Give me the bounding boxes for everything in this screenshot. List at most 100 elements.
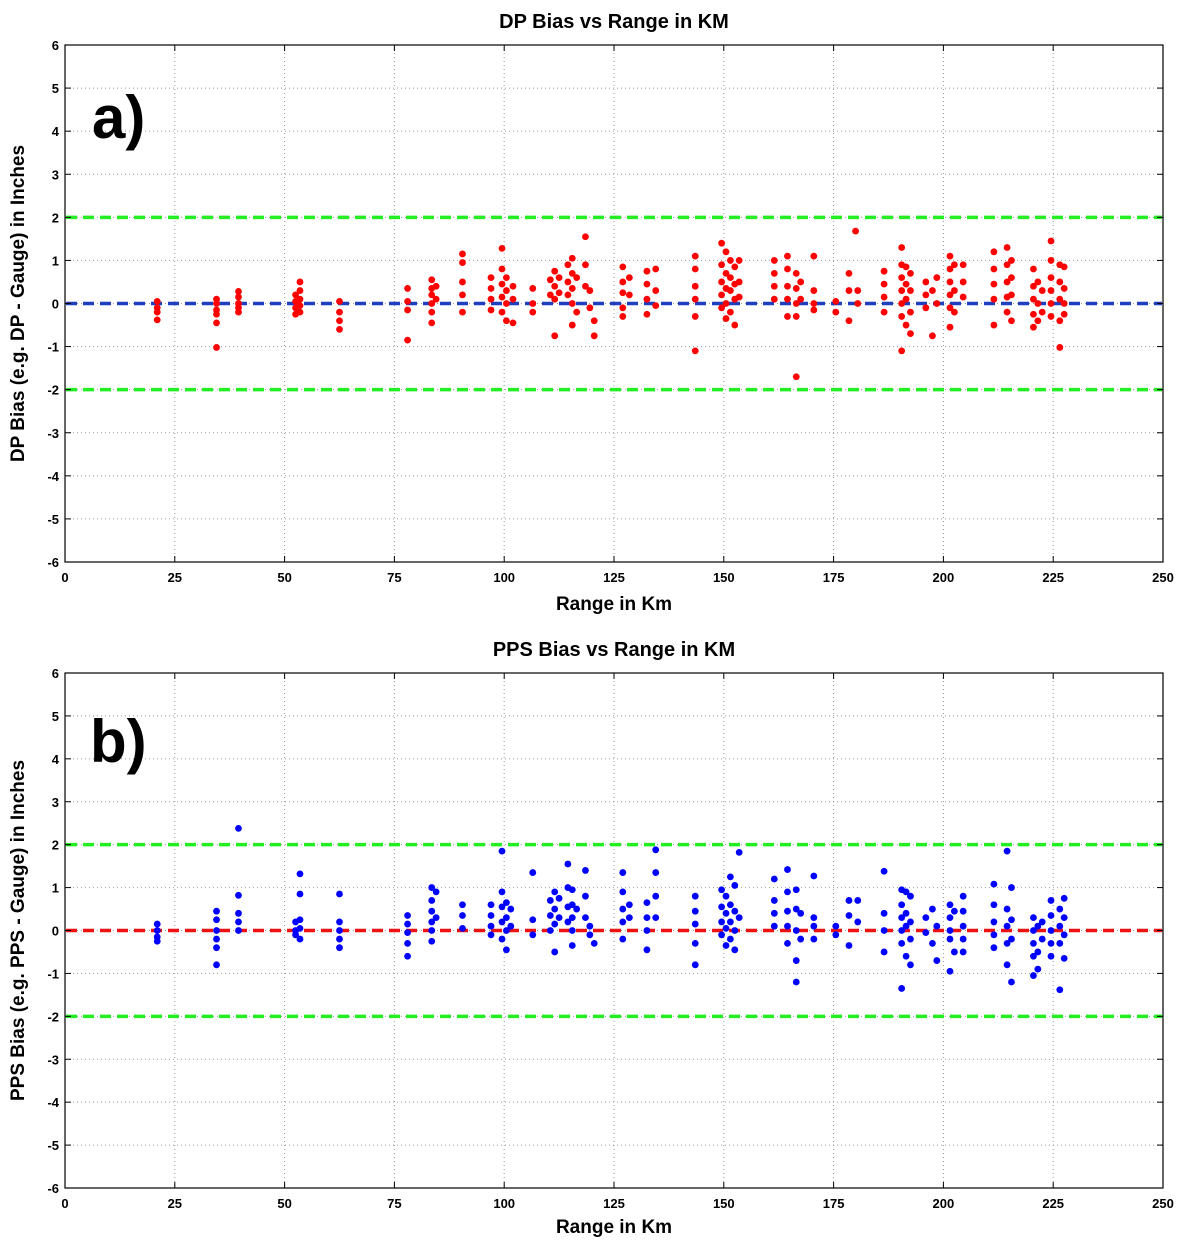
data-point [898, 347, 906, 355]
axis-ticks: 0 25 50 75 100 125 150 175 200 225 250-6-5-4-3-2-1… [47, 666, 1173, 1211]
x-tick-label: 125 [603, 1196, 625, 1211]
data-point [555, 914, 563, 922]
data-point [929, 287, 936, 294]
data-point [731, 927, 739, 934]
data-point [880, 948, 888, 956]
data-point [959, 261, 967, 269]
data-point [296, 916, 304, 924]
data-point [718, 886, 726, 894]
x-tick-label: 0 [61, 570, 68, 585]
data-point [832, 931, 840, 939]
data-point [619, 313, 627, 320]
data-point [586, 304, 594, 312]
chart-title: PPS Bias vs Range in KM [493, 639, 735, 661]
y-tick-label: -1 [47, 966, 59, 981]
data-point [770, 909, 778, 917]
data-point [718, 239, 726, 247]
data-point [502, 300, 510, 307]
data-point [292, 931, 299, 939]
y-tick-label: 1 [52, 881, 59, 896]
y-tick-label: -1 [47, 340, 59, 355]
data-point [404, 285, 411, 292]
data-point [907, 330, 914, 338]
y-axis-label: PPS Bias (e.g. PPS - Gauge) in Inches [8, 760, 29, 1101]
data-point [551, 295, 559, 303]
data-point [898, 985, 906, 992]
data-point [933, 274, 941, 282]
data-point [880, 867, 888, 875]
data-point [784, 252, 791, 260]
data-point [432, 914, 440, 922]
data-point [735, 914, 743, 922]
data-point [898, 274, 906, 282]
data-point [784, 907, 791, 915]
data-point [564, 918, 572, 926]
data-point [652, 265, 660, 273]
data-point [652, 846, 660, 854]
data-point [428, 884, 436, 891]
data-point [691, 252, 699, 260]
data-point [498, 935, 506, 943]
data-point [625, 901, 633, 909]
data-point [590, 332, 598, 340]
x-tick-label: 50 [277, 1196, 291, 1211]
data-point [296, 295, 304, 303]
data-point [643, 267, 651, 275]
y-tick-label: -3 [47, 1052, 59, 1067]
data-point [691, 892, 699, 900]
data-point [726, 901, 734, 909]
data-point [770, 922, 778, 930]
data-point [235, 288, 242, 295]
data-point [551, 920, 559, 928]
data-point [568, 927, 576, 934]
data-point [459, 291, 466, 299]
data-point [722, 892, 730, 900]
data-point [1060, 263, 1068, 271]
data-point [568, 300, 576, 307]
y-tick-label: 4 [52, 752, 60, 767]
data-point [459, 308, 466, 316]
data-point [487, 901, 495, 909]
data-points [153, 227, 1068, 381]
data-point [582, 282, 589, 290]
data-point [1056, 317, 1064, 325]
data-point [810, 252, 818, 260]
data-point [929, 939, 936, 947]
data-point [1008, 291, 1015, 299]
data-point [726, 935, 734, 943]
data-point [898, 927, 906, 934]
data-point [568, 254, 576, 262]
data-point [1047, 237, 1055, 245]
data-point [770, 897, 778, 904]
data-point [487, 274, 495, 282]
data-point [235, 918, 242, 926]
data-point [990, 321, 998, 329]
y-tick-label: 2 [52, 838, 59, 853]
data-point [735, 257, 743, 264]
data-point [619, 935, 627, 943]
data-point [502, 317, 510, 325]
data-point [546, 927, 554, 934]
y-axis-label: DP Bias (e.g. DP - Gauge) in Inches [8, 145, 29, 462]
data-point [619, 289, 627, 297]
chart-panel-b: 0 25 50 75 100 125 150 175 200 225 250-6-5-4-3-2-1… [8, 639, 1174, 1238]
data-point [546, 897, 554, 904]
data-point [564, 291, 572, 299]
data-point [898, 300, 906, 307]
data-point [1030, 295, 1037, 303]
data-point [880, 267, 888, 275]
data-point [792, 886, 800, 894]
data-point [810, 300, 818, 307]
data-point [498, 847, 506, 855]
data-point [1047, 257, 1055, 264]
data-point [573, 308, 581, 316]
data-point [336, 890, 343, 898]
data-point [691, 295, 699, 303]
data-point [946, 914, 954, 922]
data-point [726, 918, 734, 926]
data-point [950, 308, 958, 316]
data-point [959, 948, 967, 956]
data-point [770, 269, 778, 277]
data-point [946, 265, 954, 273]
data-point [235, 293, 242, 301]
